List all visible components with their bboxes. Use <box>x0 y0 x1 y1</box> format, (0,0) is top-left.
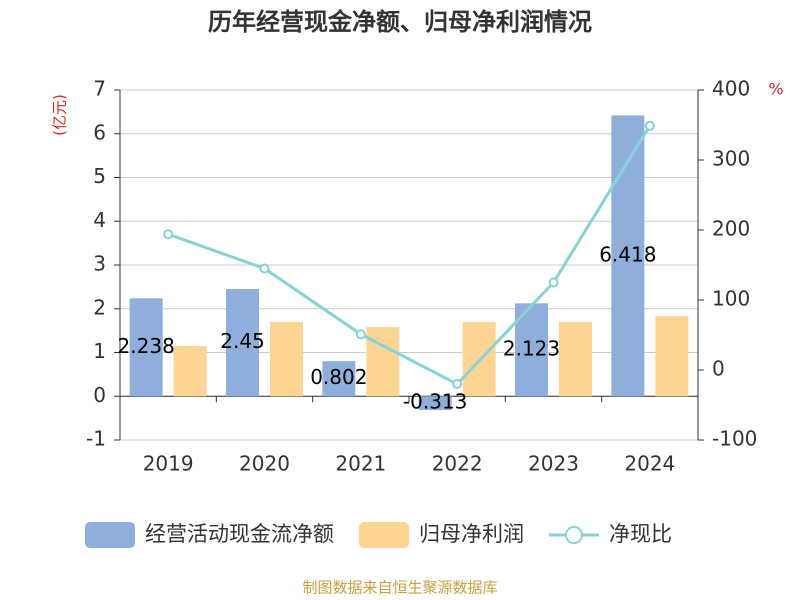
bar <box>129 298 163 397</box>
y-tick-label: 3 <box>93 252 106 276</box>
legend-swatch <box>85 522 135 548</box>
bar <box>173 345 207 397</box>
x-tick-label: 2023 <box>528 452 579 476</box>
y-tick-label: 7 <box>93 77 106 101</box>
data-label: 0.802 <box>310 365 367 389</box>
y2-tick-label: 0 <box>712 357 725 381</box>
data-label: 2.238 <box>118 334 175 358</box>
line <box>167 124 652 386</box>
line-point <box>163 229 174 240</box>
y-tick-label: 2 <box>93 295 106 319</box>
line-point <box>644 120 655 131</box>
chart-title: 历年经营现金净额、归母净利润情况 <box>208 8 592 36</box>
legend-swatch <box>359 522 409 548</box>
y-tick-label: 4 <box>93 208 106 232</box>
y-tick-label: -1 <box>86 427 106 451</box>
bar <box>655 316 689 397</box>
bar <box>270 321 303 397</box>
y-tick-label: 6 <box>93 120 106 144</box>
y-tick-label: 1 <box>93 339 106 363</box>
bar <box>559 321 592 397</box>
legend-label: 经营活动现金流净额 <box>145 522 334 546</box>
line-point <box>355 329 366 340</box>
bar <box>366 327 400 397</box>
data-label: -0.313 <box>403 390 467 414</box>
x-tick-label: 2024 <box>624 452 675 476</box>
y-axis-label: (亿元) <box>51 94 69 136</box>
legend-swatch <box>565 526 583 544</box>
bar <box>322 361 356 397</box>
x-tick-label: 2021 <box>335 452 386 476</box>
line-point <box>548 277 559 288</box>
data-label: 2.45 <box>220 329 265 353</box>
y2-tick-label: 100 <box>712 287 750 311</box>
data-label: 2.123 <box>503 336 560 360</box>
y2-tick-label: 200 <box>712 217 750 241</box>
x-tick-label: 2020 <box>239 452 290 476</box>
y2-tick-label: -100 <box>712 427 757 451</box>
source-note: 制图数据来自恒生聚源数据库 <box>302 579 497 597</box>
bar <box>226 289 259 397</box>
x-tick-label: 2022 <box>432 452 483 476</box>
line-point <box>259 263 270 274</box>
line-point <box>452 379 463 389</box>
x-tick-label: 2019 <box>143 452 194 476</box>
legend-label: 归母净利润 <box>419 522 524 546</box>
legend-label: 净现比 <box>609 522 672 546</box>
data-label: 6.418 <box>599 242 656 266</box>
y2-axis-label: % <box>768 80 783 99</box>
y2-tick-label: 400 <box>712 77 750 101</box>
y2-tick-label: 300 <box>712 147 750 171</box>
y-tick-label: 0 <box>93 383 106 407</box>
bar <box>418 396 452 410</box>
y-tick-label: 5 <box>93 164 106 188</box>
